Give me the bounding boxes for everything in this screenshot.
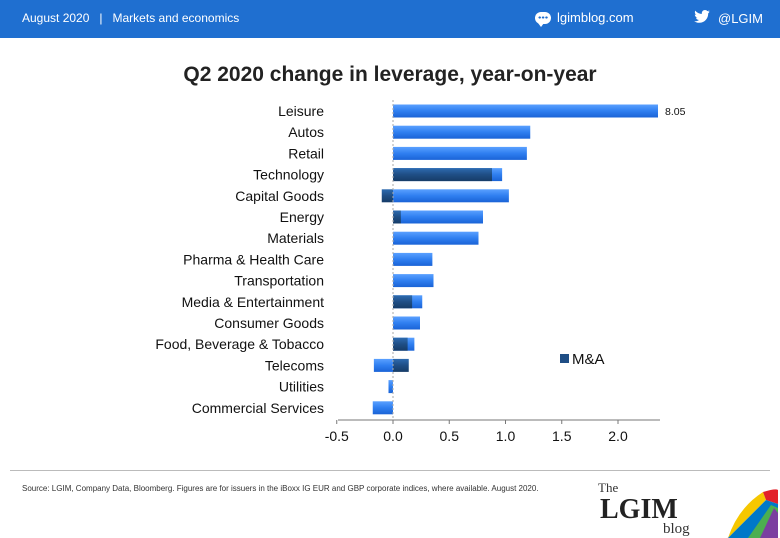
x-tick-label: -0.5: [325, 428, 349, 444]
bar-leverage: [372, 401, 393, 415]
twitter-handle: @LGIM: [718, 10, 763, 26]
bar-leverage: [393, 231, 479, 245]
legend-swatch-mna: [560, 354, 569, 363]
bar-leverage: [393, 146, 527, 160]
x-tick-label: 1.5: [552, 428, 572, 444]
bar-leverage: [393, 125, 531, 139]
header-separator: |: [99, 11, 103, 25]
bar-leverage: [393, 210, 483, 224]
bar-mna: [381, 189, 393, 203]
category-label: Telecoms: [265, 357, 324, 373]
footer-divider: [10, 470, 770, 471]
category-label: Media & Entertainment: [182, 294, 325, 310]
category-label: Energy: [280, 209, 324, 225]
bar-leverage: [388, 380, 393, 394]
legend-label-mna: M&A: [572, 351, 605, 368]
logo-the: The: [598, 480, 618, 495]
site-label: lgimblog.com: [557, 10, 634, 25]
category-label: Pharma & Health Care: [183, 251, 324, 267]
category-label: Autos: [288, 124, 324, 140]
category-label: Commercial Services: [192, 400, 324, 416]
category-label: Food, Beverage & Tobacco: [155, 336, 324, 352]
site-link[interactable]: lgimblog.com: [535, 10, 634, 27]
category-label: Capital Goods: [235, 188, 324, 204]
umbrella-icon: [727, 489, 778, 538]
logo-blog: blog: [663, 521, 690, 537]
chart-title: Q2 2020 change in leverage, year-on-year: [183, 63, 597, 86]
bar-mna: [393, 168, 492, 182]
chat-icon: [535, 11, 551, 27]
bar-leverage: [393, 316, 420, 330]
source-note: Source: LGIM, Company Data, Bloomberg. F…: [22, 484, 539, 493]
bar-mna: [393, 337, 408, 351]
category-label: Technology: [253, 167, 324, 183]
bar-leverage: [393, 104, 658, 118]
lgim-blog-logo: The LGIM blog: [598, 480, 778, 538]
bar-leverage: [393, 252, 433, 266]
category-label: Transportation: [234, 273, 324, 289]
header-date: August 2020: [22, 11, 90, 25]
header-bar: August 2020 | Markets and economics lgimbl…: [0, 0, 780, 38]
header-left: August 2020 | Markets and economics: [22, 11, 239, 25]
header-section: Markets and economics: [112, 11, 240, 25]
twitter-icon: [694, 10, 710, 26]
category-label: Leisure: [278, 103, 324, 119]
bar-mna: [393, 210, 401, 224]
category-label: Consumer Goods: [214, 315, 324, 331]
x-tick-label: 1.0: [496, 428, 516, 444]
bar-chart: Leisure Autos Retail Technology Capital Good…: [155, 100, 686, 444]
bar-leverage: [393, 274, 434, 288]
bar-leverage: [393, 189, 509, 203]
bar-leverage: [373, 358, 393, 372]
x-tick-label: 0.0: [383, 428, 403, 444]
twitter-link[interactable]: @LGIM: [694, 10, 763, 26]
data-label: 8.05: [665, 106, 686, 118]
category-label: Retail: [288, 145, 324, 161]
bar-mna: [393, 295, 413, 309]
category-label: Utilities: [279, 379, 324, 395]
category-label: Materials: [267, 230, 324, 246]
x-tick-label: 0.5: [440, 428, 460, 444]
bar-mna: [393, 358, 409, 372]
logo-lgim: LGIM: [600, 494, 678, 525]
x-tick-label: 2.0: [608, 428, 628, 444]
